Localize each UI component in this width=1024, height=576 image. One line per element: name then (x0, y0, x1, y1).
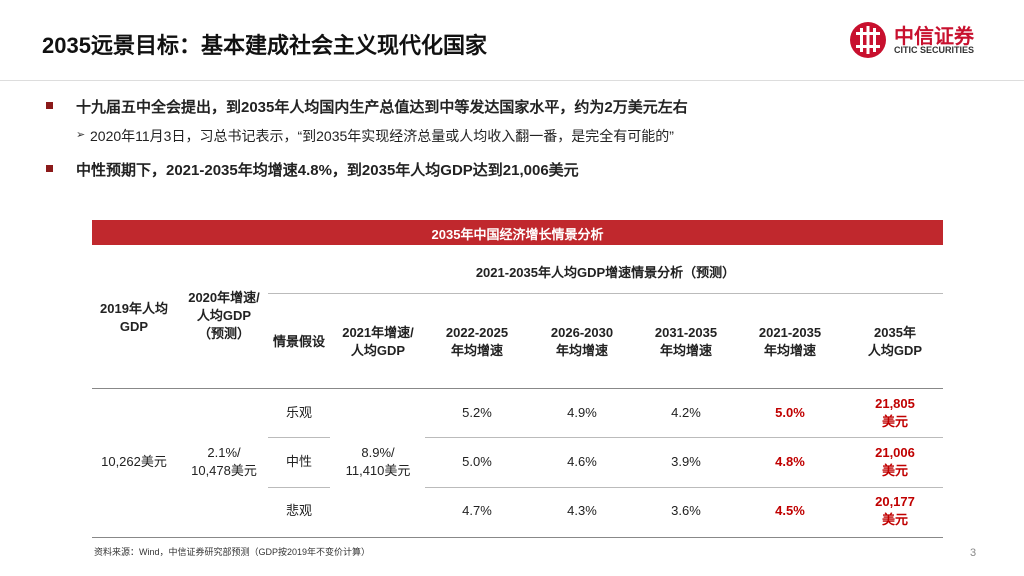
table-title-bar (92, 220, 943, 245)
column-header: 2021-2035 年均增速 (730, 324, 850, 360)
logo-subtitle: CITIC SECURITIES (894, 45, 975, 55)
bullet-text: 十九届五中全会提出，到2035年人均国内生产总值达到中等发达国家水平，约为2万美… (76, 99, 688, 116)
group-header: 2021-2035年人均GDP增速情景分析（预测） (475, 265, 736, 280)
cell-line: 美元 (881, 463, 908, 478)
table-cell: 8.9%/ 11,410美元 (318, 444, 438, 480)
cell-line: 2022-2025 (445, 325, 509, 340)
rule (268, 487, 330, 488)
column-header: 2019年人均 GDP (74, 300, 194, 336)
table-cell: 4.5% (775, 503, 805, 518)
cell-line: GDP (119, 319, 149, 334)
cell-line: 人均GDP (867, 343, 923, 358)
rule (425, 437, 943, 438)
scenario-cell: 中性 (285, 454, 312, 469)
table-cell: 4.7% (462, 503, 492, 518)
header-rule (0, 80, 1024, 81)
table-cell: 20,177 美元 (835, 493, 955, 529)
table-title: 2035年中国经济增长情景分析 (431, 227, 604, 242)
bullet-text: 中性预期下，2021-2035年均增速4.8%，到2035年人均GDP达到21,… (76, 162, 579, 179)
cell-line: 2035年 (874, 325, 916, 340)
logo-name: 中信证券 (894, 26, 974, 48)
cell-line: 2021-2035 (758, 325, 822, 340)
bullet-marker (46, 102, 53, 109)
cell-line: 2019年人均 (100, 301, 168, 316)
cell-line: 人均GDP (350, 343, 406, 358)
table-cell: 21,805 美元 (835, 395, 955, 431)
cell-line: 人均GDP (196, 308, 252, 323)
column-header: 2035年人均GDP (835, 324, 955, 360)
column-header: 2031-2035 年均增速 (626, 324, 746, 360)
table-cell: 5.0% (462, 454, 492, 469)
rule (92, 537, 943, 538)
cell-line: 情景假设 (272, 334, 325, 349)
scenario-cell: 乐观 (285, 405, 312, 420)
sub-bullet-marker: ➢ (76, 129, 86, 141)
table-cell: 5.0% (775, 405, 805, 420)
rule (425, 487, 943, 488)
cell-line: 8.9%/ (361, 445, 395, 460)
cell-line: 2.1%/ (207, 445, 241, 460)
slide-title: 2035远景目标：基本建成社会主义现代化国家 (42, 33, 487, 58)
logo-mark (850, 22, 886, 58)
cell-line: 2026-2030 (550, 325, 614, 340)
page-number: 3 (970, 547, 977, 559)
cell-line: 2021年增速/ (342, 325, 414, 340)
column-header: 2026-2030 年均增速 (522, 324, 642, 360)
table-cell: 3.9% (671, 454, 701, 469)
table-cell: 4.3% (567, 503, 597, 518)
cell-line: 10,478美元 (191, 463, 257, 478)
scenario-cell: 悲观 (285, 503, 312, 518)
table-cell: 5.2% (462, 405, 492, 420)
cell-line: 11,410美元 (345, 463, 411, 478)
rule (268, 293, 943, 294)
sub-bullet-text: 2020年11月3日，习总书记表示，“到2035年实现经济总量或人均收入翻一番，… (90, 128, 674, 144)
table-cell: 21,006 美元 (835, 444, 955, 480)
table-cell: 4.9% (567, 405, 597, 420)
rule (92, 388, 943, 389)
table-cell: 10,262美元 (74, 453, 194, 471)
cell-line: 2031-2035 (654, 325, 718, 340)
column-header: 2020年增速/人均GDP （预测） (164, 289, 284, 343)
source-note: 资料来源：Wind，中信证券研究部预测（GDP按2019年不变价计算） (94, 547, 371, 557)
table-cell: 4.8% (775, 454, 805, 469)
cell-line: 20,177 (875, 494, 915, 509)
cell-line: 美元 (881, 512, 908, 527)
cell-line: 21,006 (875, 445, 915, 460)
cell-line: 年均增速 (763, 343, 816, 358)
cell-line: 年均增速 (659, 343, 712, 358)
cell-line: 21,805 (875, 396, 915, 411)
cell-line: 年均增速 (555, 343, 608, 358)
cell-line: 10,262美元 (101, 454, 167, 469)
rule (268, 437, 330, 438)
cell-line: 年均增速 (450, 343, 503, 358)
cell-line: 美元 (881, 414, 908, 429)
table-cell: 4.2% (671, 405, 701, 420)
bullet-marker (46, 165, 53, 172)
table-cell: 4.6% (567, 454, 597, 469)
cell-line: 2020年增速/ (188, 290, 260, 305)
column-header: 情景假设 (239, 333, 359, 351)
cell-line: （预测） (197, 326, 250, 341)
column-header: 2021年增速/人均GDP (318, 324, 438, 360)
column-header: 2022-2025 年均增速 (417, 324, 537, 360)
table-cell: 3.6% (671, 503, 701, 518)
table-cell: 2.1%/ 10,478美元 (164, 444, 284, 480)
